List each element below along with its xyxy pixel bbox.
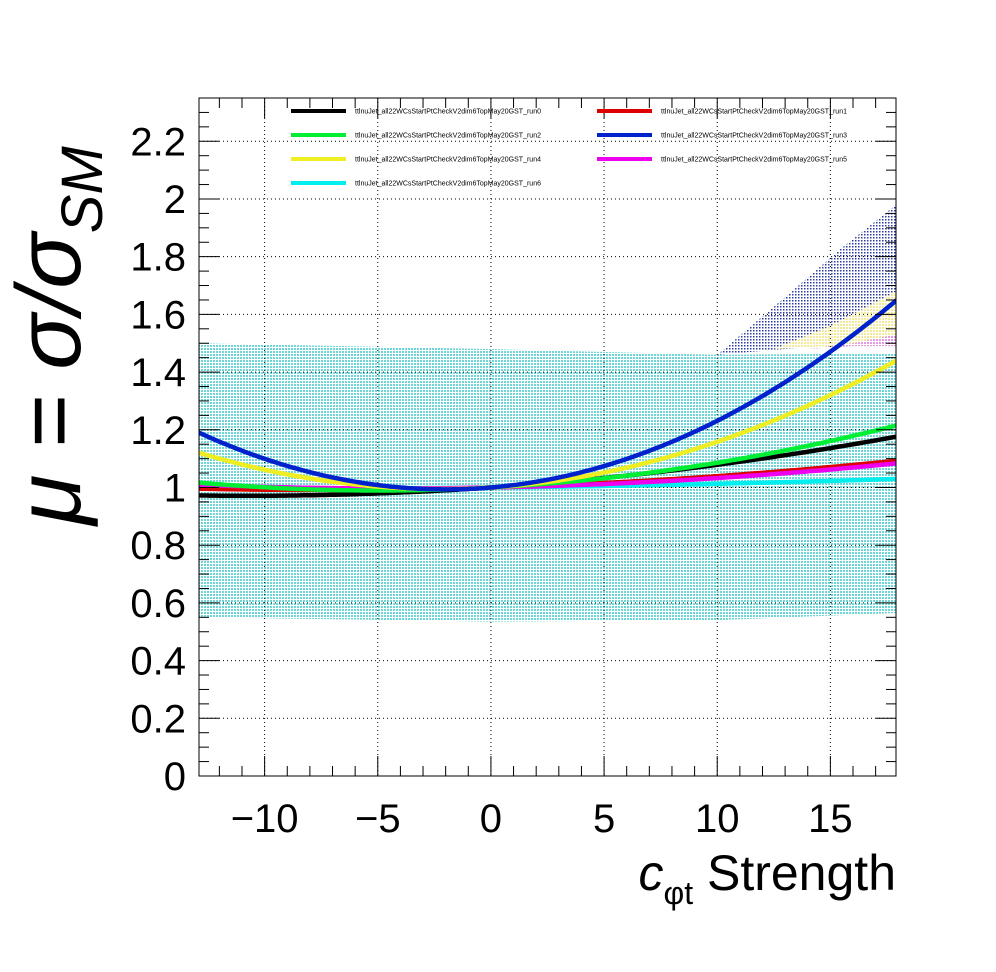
legend-label: ttlnuJet_all22WCsStartPtCheckV2dim6TopMa…	[661, 109, 847, 116]
legend: ttlnuJet_all22WCsStartPtCheckV2dim6TopMa…	[291, 109, 847, 188]
x-tick-label: 0	[480, 797, 502, 841]
y-axis-label: μ = σ/σSM	[0, 146, 115, 527]
y-tick-labels: 0 0.2 0.4 0.6 0.8 1 1.2 1.4 1.6 1.8 2 2.2	[130, 120, 186, 799]
legend-label: ttlnuJet_all22WCsStartPtCheckV2dim6TopMa…	[355, 133, 541, 140]
legend-label: ttlnuJet_all22WCsStartPtCheckV2dim6TopMa…	[661, 157, 847, 164]
series-curves	[199, 298, 896, 499]
band-run4	[773, 291, 896, 349]
y-tick-label: 1.2	[130, 409, 186, 453]
band-run5	[807, 334, 896, 349]
x-axis-label: cφt Strength	[638, 845, 896, 911]
y-tick-label: 2.2	[130, 120, 186, 164]
y-tick-label: 1.8	[130, 236, 186, 280]
x-tick-label: 5	[593, 797, 615, 841]
legend-label: ttlnuJet_all22WCsStartPtCheckV2dim6TopMa…	[355, 157, 541, 164]
axis-ticks	[199, 97, 896, 777]
y-tick-label: 0.2	[130, 697, 186, 741]
y-tick-label: 1.4	[130, 351, 186, 395]
y-tick-label: 2	[164, 178, 186, 222]
y-tick-label: 1	[164, 466, 186, 510]
legend-label: ttlnuJet_all22WCsStartPtCheckV2dim6TopMa…	[661, 133, 847, 140]
y-tick-label: 0.4	[130, 640, 186, 684]
x-tick-label: −10	[231, 797, 299, 841]
y-tick-label: 0.6	[130, 582, 186, 626]
y-tick-label: 1.6	[130, 293, 186, 337]
series-line-run3	[199, 298, 896, 492]
legend-label: ttlnuJet_all22WCsStartPtCheckV2dim6TopMa…	[355, 109, 541, 116]
x-tick-label: 15	[808, 797, 853, 841]
plot-frame	[198, 97, 897, 777]
grid	[199, 98, 896, 776]
x-tick-label: −5	[355, 797, 401, 841]
x-tick-labels: −10 −5 0 5 10 15	[231, 797, 853, 841]
y-tick-label: 0	[164, 755, 186, 799]
y-tick-label: 0.8	[130, 524, 186, 568]
legend-label: ttlnuJet_all22WCsStartPtCheckV2dim6TopMa…	[355, 181, 541, 188]
x-tick-label: 10	[695, 797, 740, 841]
